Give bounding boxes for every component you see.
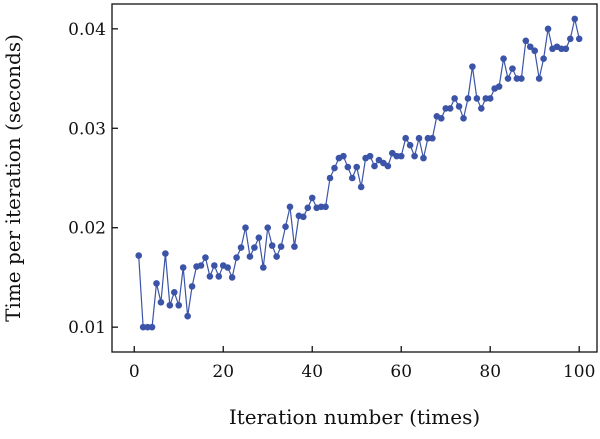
data-point	[460, 115, 467, 122]
data-point	[233, 254, 240, 261]
plot-frame	[111, 3, 598, 353]
data-point	[166, 301, 174, 309]
y-axis-title: Time per iteration (seconds)	[1, 34, 25, 322]
data-point	[504, 75, 512, 82]
data-point	[420, 154, 427, 162]
tick-layer: 0 20 40 60 80 100 0.01 0.02 0.03 0.04	[68, 20, 595, 382]
data-point	[522, 37, 530, 45]
data-point	[567, 35, 574, 43]
data-point	[344, 163, 352, 171]
y-tick-label: 0.03	[68, 119, 106, 139]
data-point	[228, 274, 236, 281]
data-point	[255, 234, 263, 241]
data-point	[357, 183, 365, 191]
data-point	[500, 55, 507, 62]
data-point	[402, 134, 409, 142]
y-tick-label: 0.04	[68, 20, 106, 40]
data-point	[509, 65, 516, 72]
data-point	[495, 83, 503, 90]
data-point	[277, 243, 285, 250]
data-point	[464, 95, 472, 102]
data-point	[157, 298, 165, 306]
data-point	[535, 75, 543, 82]
x-tick-label: 80	[479, 362, 501, 382]
data-point	[340, 152, 347, 160]
data-point	[179, 264, 187, 271]
data-point	[451, 95, 458, 102]
data-point	[215, 273, 223, 280]
data-point	[162, 250, 169, 257]
x-tick-label: 0	[129, 362, 140, 382]
data-point	[300, 213, 307, 221]
data-point	[291, 243, 298, 250]
data-point	[304, 204, 312, 212]
data-point	[268, 242, 276, 249]
data-point	[197, 262, 205, 269]
data-point	[211, 262, 218, 269]
data-point	[571, 15, 579, 23]
x-tick-label: 100	[563, 362, 595, 382]
data-point	[206, 273, 214, 280]
x-tick-label: 40	[301, 362, 323, 382]
data-point	[531, 47, 539, 55]
data-point	[544, 25, 552, 33]
data-point	[251, 244, 258, 251]
data-point	[326, 174, 334, 182]
data-point	[153, 280, 160, 287]
data-point	[224, 264, 231, 271]
data-point	[411, 152, 418, 160]
x-tick-label: 60	[390, 362, 412, 382]
data-point	[264, 224, 272, 232]
data-point	[322, 203, 329, 211]
data-point	[331, 164, 338, 172]
data-point	[188, 283, 196, 290]
data-point	[384, 162, 392, 170]
data-point	[286, 203, 294, 211]
data-point	[575, 35, 583, 43]
x-tick-label: 20	[212, 362, 234, 382]
data-point	[237, 244, 245, 251]
y-tick-label: 0.01	[68, 318, 106, 338]
data-point	[397, 152, 405, 160]
data-point	[246, 253, 254, 260]
data-point	[135, 252, 142, 259]
data-point	[308, 194, 316, 202]
data-point	[526, 43, 534, 51]
data-point	[273, 253, 280, 260]
data-point	[170, 289, 178, 296]
data-point	[366, 152, 374, 160]
data-point	[353, 163, 361, 171]
data-point	[415, 134, 423, 142]
x-axis-title: Iteration number (times)	[229, 405, 480, 429]
data-point	[242, 224, 249, 232]
series-line	[138, 18, 580, 328]
data-point	[429, 134, 436, 142]
data-point	[540, 55, 547, 62]
data-point	[148, 323, 156, 331]
data-point	[518, 75, 525, 82]
data-point	[473, 95, 481, 102]
y-tick-label: 0.02	[68, 219, 106, 239]
data-point	[478, 105, 485, 112]
series-layer	[135, 15, 583, 331]
data-point	[184, 312, 191, 320]
data-point	[371, 162, 378, 170]
data-point	[486, 95, 494, 102]
data-point	[406, 141, 414, 149]
data-point	[259, 264, 267, 271]
data-point	[282, 223, 289, 231]
data-point	[348, 174, 356, 182]
data-point	[446, 105, 454, 112]
data-point	[469, 63, 476, 70]
data-point	[175, 301, 183, 309]
data-point	[562, 45, 570, 53]
data-point	[202, 254, 209, 261]
data-point	[437, 115, 445, 122]
data-point	[455, 103, 463, 110]
